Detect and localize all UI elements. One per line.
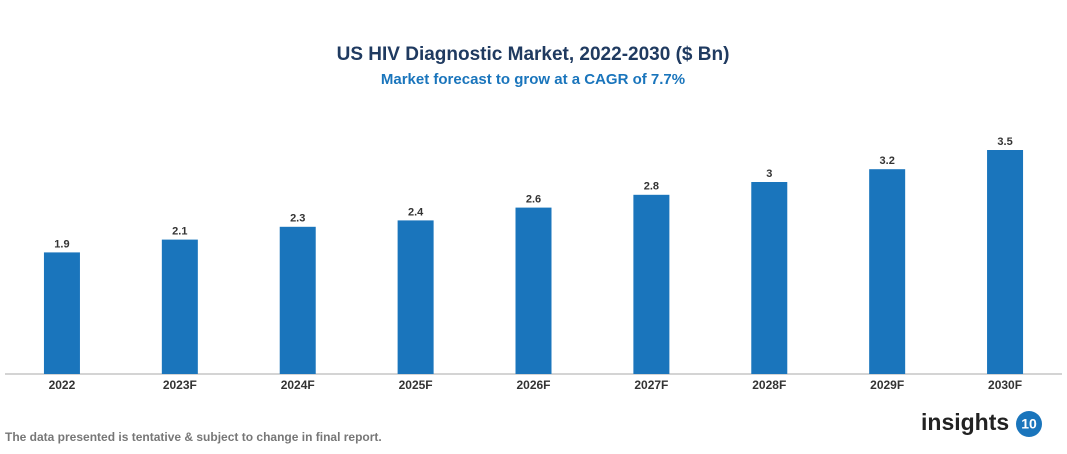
data-label: 3.2	[880, 155, 895, 167]
logo-text: insights	[921, 409, 1009, 435]
data-label: 2.6	[526, 194, 541, 206]
x-tick-label: 2024F	[281, 378, 315, 392]
bar	[751, 182, 788, 374]
footnote: The data presented is tentative & subjec…	[5, 430, 382, 444]
data-label: 2.4	[408, 206, 424, 218]
x-tick-label: 2023F	[163, 378, 197, 392]
data-label: 2.3	[290, 213, 305, 225]
data-label: 3.5	[997, 136, 1012, 148]
bar	[515, 207, 552, 374]
x-tick-label: 2030F	[988, 378, 1022, 392]
x-tick-label: 2026F	[516, 378, 550, 392]
bar	[161, 239, 198, 374]
bar	[987, 150, 1024, 374]
bar	[43, 252, 80, 374]
chart-title: US HIV Diagnostic Market, 2022-2030 ($ B…	[337, 44, 730, 65]
x-tick-label: 2027F	[634, 378, 668, 392]
bar	[633, 194, 670, 374]
x-tick-label: 2025F	[399, 378, 433, 392]
x-tick-label: 2022	[49, 378, 76, 392]
data-label: 1.9	[54, 238, 69, 250]
logo-badge-text: 10	[1021, 416, 1037, 432]
chart-subtitle: Market forecast to grow at a CAGR of 7.7…	[381, 71, 685, 88]
bar	[869, 169, 906, 374]
data-label: 2.1	[172, 226, 187, 238]
x-tick-label: 2029F	[870, 378, 904, 392]
logo-badge	[1016, 411, 1042, 437]
data-label: 3	[766, 168, 772, 180]
x-tick-label: 2028F	[752, 378, 786, 392]
bar	[397, 220, 434, 374]
data-label: 2.8	[644, 181, 659, 193]
bar	[279, 226, 316, 374]
